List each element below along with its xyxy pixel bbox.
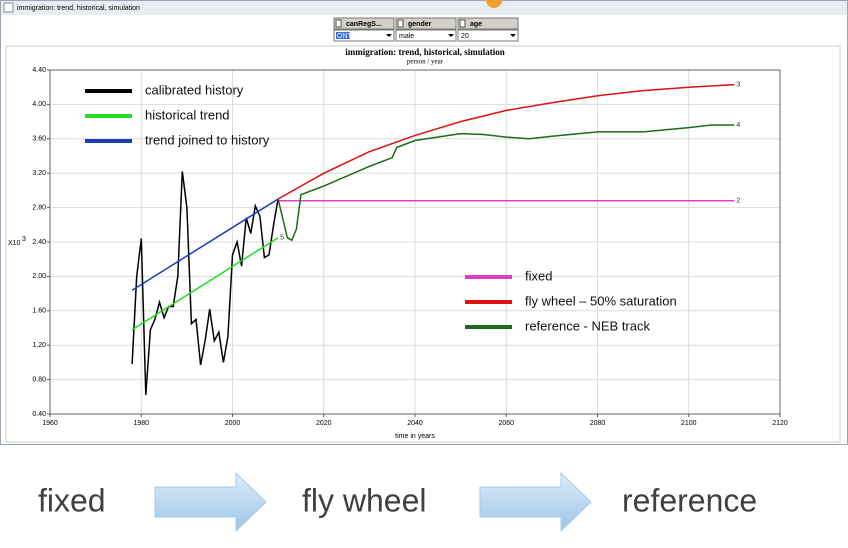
- series-line: [131, 237, 279, 331]
- filter-label: age: [470, 21, 482, 28]
- x-tick-label: 1960: [42, 420, 58, 427]
- window-icon: [3, 2, 14, 13]
- legend-label: fly wheel – 50% saturation: [525, 293, 677, 308]
- plot-frame: [49, 69, 781, 415]
- x-axis-label: time in years: [395, 433, 435, 440]
- series-line: [131, 198, 279, 291]
- filter-grip: [335, 19, 342, 28]
- filter-value: male: [399, 33, 414, 40]
- y-tick-label: 3.60: [32, 136, 46, 143]
- filter-value: ONT: [337, 33, 353, 40]
- filter-value: 20: [461, 33, 469, 40]
- x-tick-label: 2080: [590, 420, 606, 427]
- y-tick-label: 1.20: [32, 342, 46, 349]
- window-title: immigration: trend, historical, simulati…: [17, 5, 140, 12]
- x-tick-label: 1980: [133, 420, 149, 427]
- filter-grip: [397, 19, 404, 28]
- filter-select[interactable]: [457, 29, 519, 42]
- series-end-label: 3: [736, 81, 740, 88]
- filter-grip: [459, 19, 466, 28]
- legend-label: fixed: [525, 268, 552, 283]
- series-line: [277, 83, 735, 200]
- chart-area: [5, 45, 841, 443]
- x-tick-label: 2020: [316, 420, 332, 427]
- legend-label: reference - NEB track: [525, 318, 650, 333]
- y-tick-label: 1.60: [32, 308, 46, 315]
- flow-arrow: [154, 471, 267, 533]
- y-tick-label: 0.40: [32, 411, 46, 418]
- y-tick-label: 3.20: [32, 170, 46, 177]
- series-end-label: 2: [736, 198, 740, 205]
- chart-title: immigration: trend, historical, simulati…: [345, 47, 505, 57]
- flow-step: fly wheel: [302, 482, 427, 518]
- y-tick-label: 4.00: [32, 101, 46, 108]
- series-end-label: 4: [736, 122, 740, 129]
- selected-highlight: [336, 32, 350, 39]
- filter-label: gender: [408, 21, 432, 28]
- flow-step: reference: [622, 482, 757, 518]
- dropdown-arrow[interactable]: [386, 34, 392, 37]
- filter-header: [457, 17, 519, 30]
- x-tick-label: 2060: [498, 420, 514, 427]
- y-tick-label: 0.80: [32, 376, 46, 383]
- legend-label: trend joined to history: [145, 132, 270, 147]
- y-axis-label: X10: [8, 240, 21, 247]
- status-icon: [486, 0, 502, 8]
- flow-step: fixed: [38, 482, 106, 518]
- y-tick-label: 2.80: [32, 204, 46, 211]
- dropdown-arrow[interactable]: [448, 34, 454, 37]
- x-tick-label: 2100: [681, 420, 697, 427]
- x-tick-label: 2120: [772, 420, 788, 427]
- x-tick-label: 2040: [407, 420, 423, 427]
- title-bar: [1, 1, 847, 15]
- dropdown-arrow[interactable]: [510, 34, 516, 37]
- filter-select[interactable]: [395, 29, 457, 42]
- series-line: [277, 124, 735, 242]
- legend-label: calibrated history: [145, 82, 244, 97]
- y-tick-label: 2.40: [32, 239, 46, 246]
- filter-label: canRegS...: [346, 21, 382, 28]
- filter-select[interactable]: [333, 29, 395, 42]
- filter-header: [395, 17, 457, 30]
- flow-arrow: [479, 471, 592, 533]
- legend-label: historical trend: [145, 107, 230, 122]
- y-tick-label: 2.00: [32, 273, 46, 280]
- x-tick-label: 2000: [225, 420, 241, 427]
- chart-subtitle: person / year: [407, 58, 444, 66]
- filter-header: [333, 17, 395, 30]
- y-axis-exponent: 3: [22, 236, 26, 243]
- y-tick-label: 4.40: [32, 67, 46, 74]
- series-end-label: 5: [280, 235, 284, 242]
